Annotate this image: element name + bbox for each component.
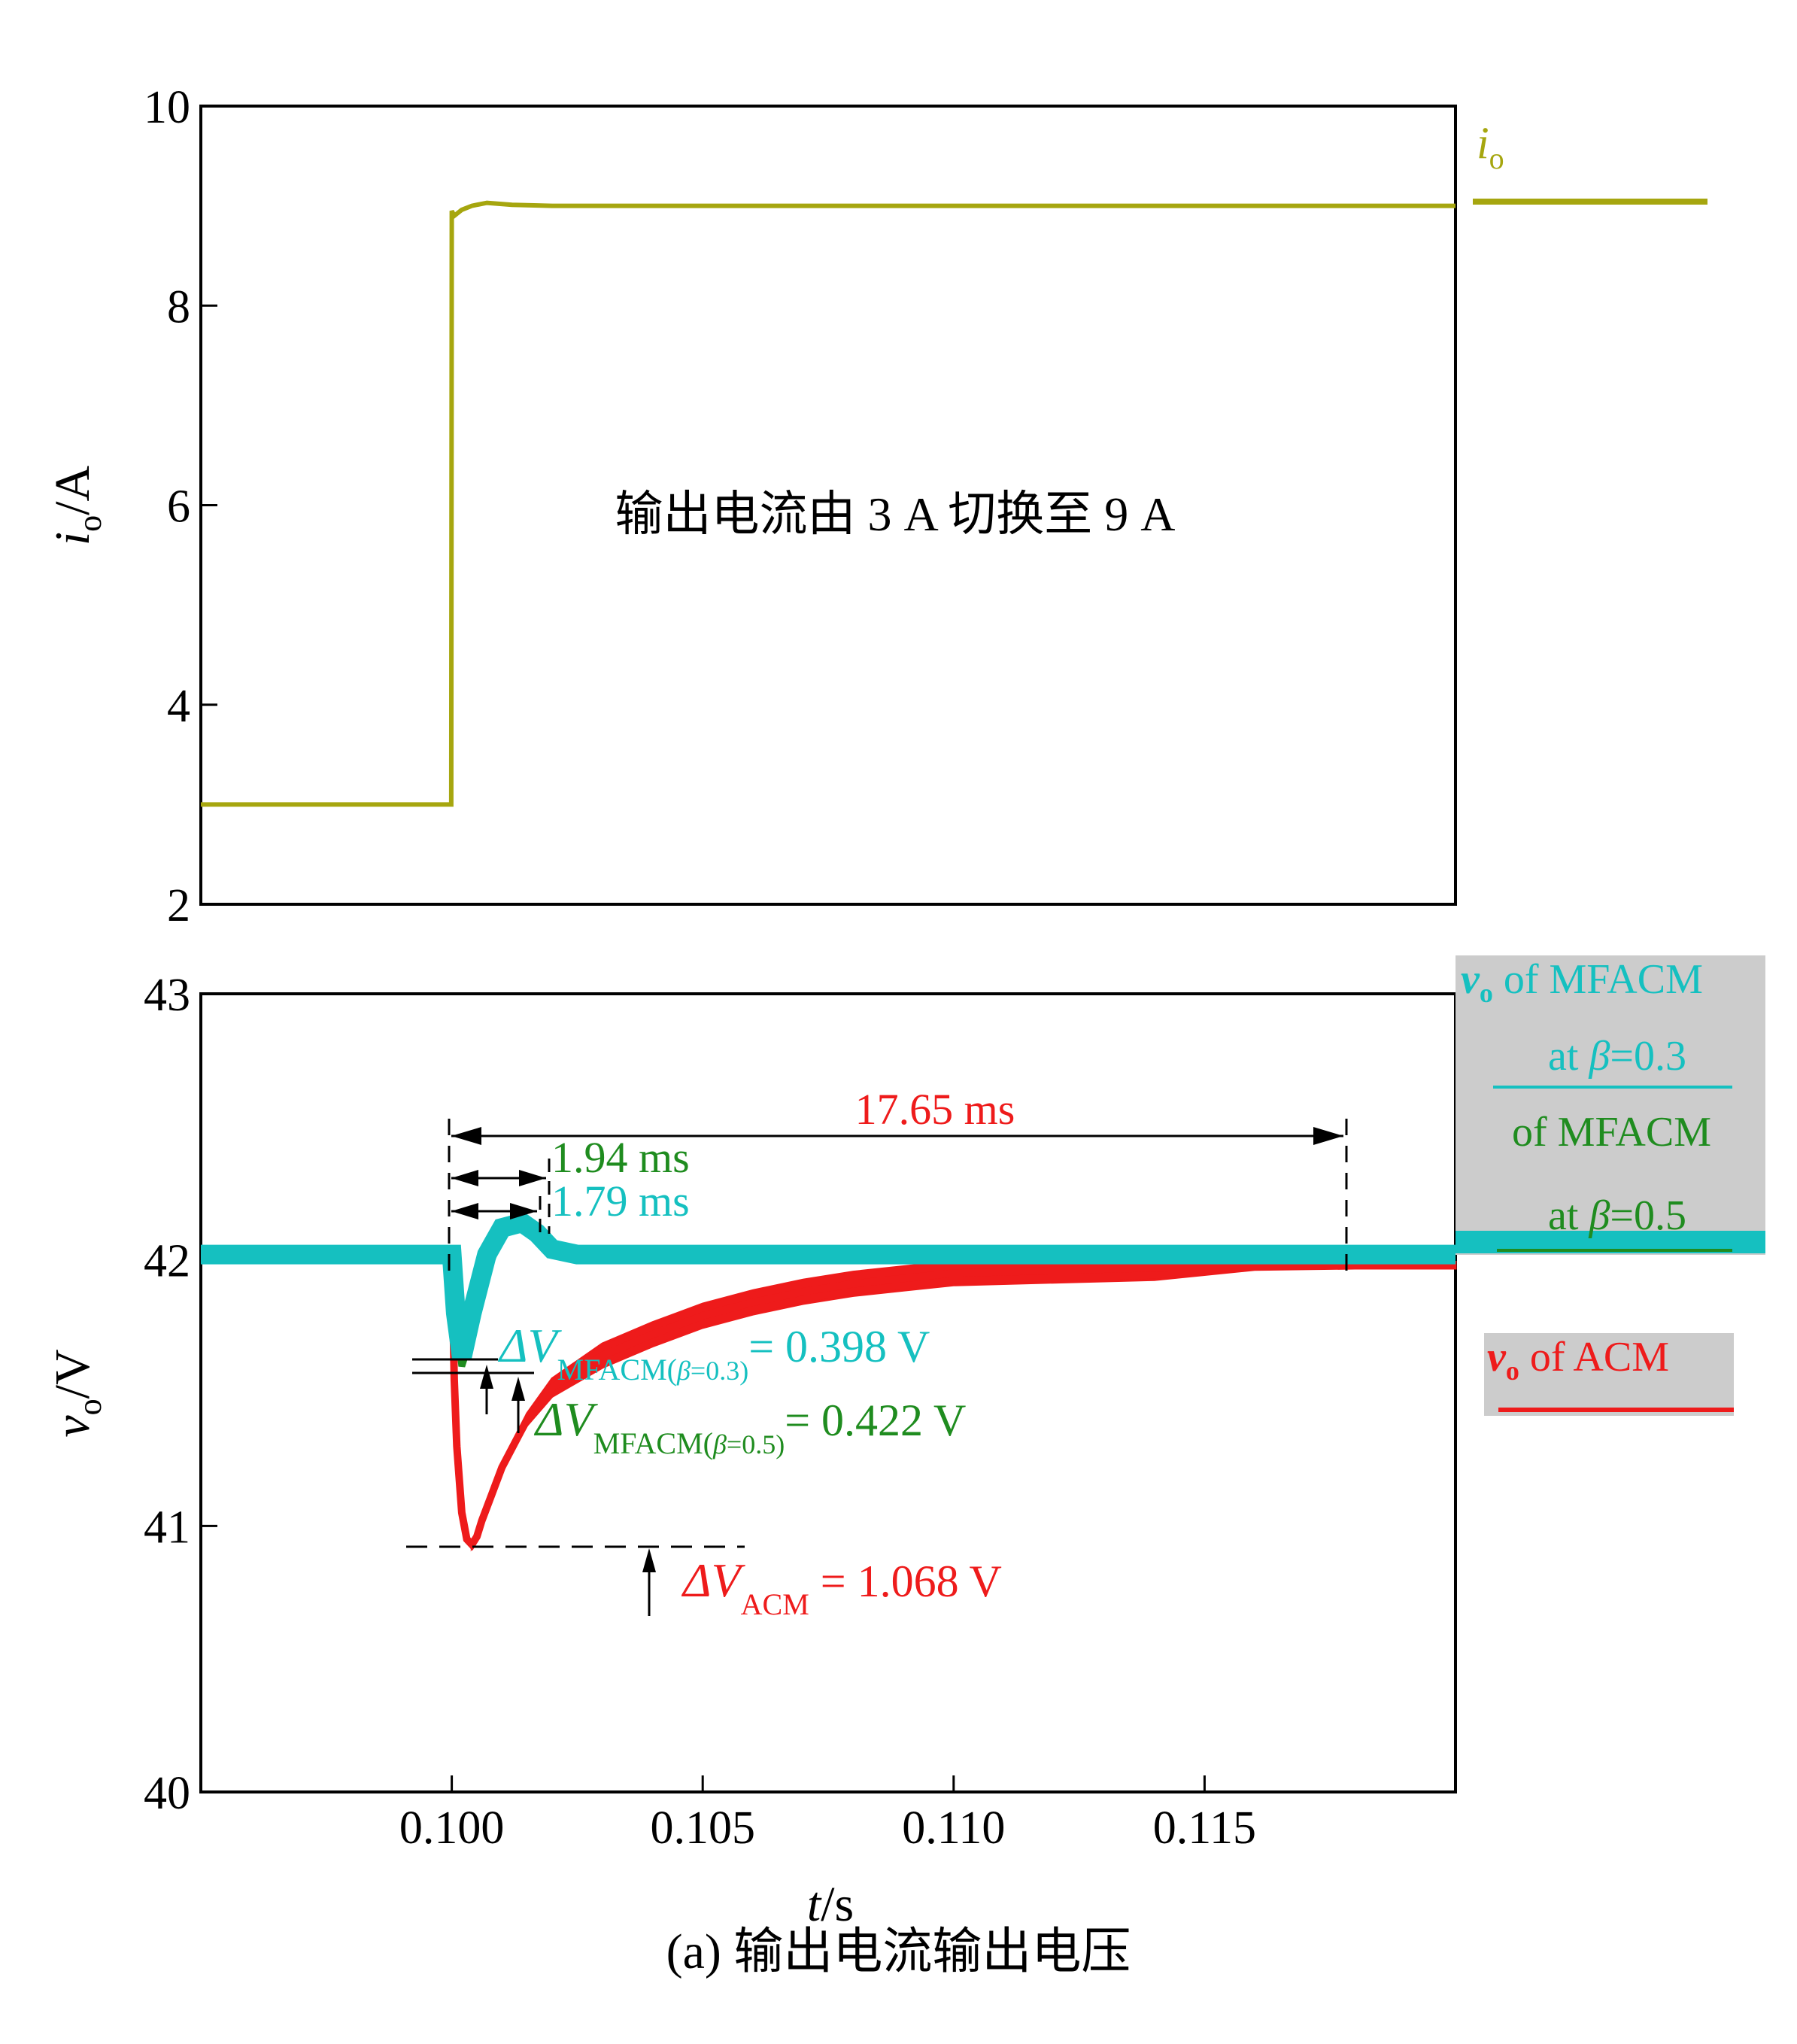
arrowhead-acm-right <box>1313 1127 1343 1145</box>
settling-time-arrowheads <box>451 1127 1343 1219</box>
legend-mfacm03-label: vo of MFACM <box>1461 956 1703 1008</box>
vo-x-tick-label: 0.115 <box>1153 1803 1256 1854</box>
io-legend-label: io <box>1477 118 1504 175</box>
legend-box-mfacm <box>1456 955 1765 1255</box>
vo-y-tick-label: 42 <box>144 1236 190 1287</box>
mfacm03-series-line <box>201 1212 1456 1361</box>
vo-y-tick-label: 40 <box>144 1768 190 1819</box>
vo-x-tick-label: 0.110 <box>902 1803 1005 1854</box>
acm-series-line <box>448 1254 1456 1551</box>
arrowhead-mf03-left <box>451 1203 478 1219</box>
vo-y-tick-label: 43 <box>144 970 190 1021</box>
dv-mf03-arrowhead <box>480 1365 493 1389</box>
io-y-tick-label: 8 <box>167 281 190 333</box>
io-y-tick-label: 4 <box>167 681 190 732</box>
io-series-line <box>201 200 1456 807</box>
io-y-tick-label: 2 <box>167 880 190 931</box>
acm-settling-time-label: 17.65 ms <box>855 1085 1015 1134</box>
io-y-ticks: 2 4 6 8 10 <box>144 82 217 931</box>
dv-mf05-arrowhead <box>511 1377 525 1401</box>
legend-mfacm05-label: of MFACM <box>1512 1109 1711 1156</box>
arrowhead-mf03-right <box>510 1203 537 1219</box>
dv-mf05-label: ΔVMFACM(β=0.5)= 0.422 V <box>533 1393 966 1460</box>
vo-plot-frame <box>199 992 1457 1793</box>
legend-mfacm03-beta: at β=0.3 <box>1548 1033 1686 1080</box>
vo-x-axis-label: t/s <box>807 1877 854 1932</box>
io-legend: io <box>1473 118 1707 205</box>
io-y-tick-label: 10 <box>144 82 190 133</box>
legend-mfacm05-beta: at β=0.5 <box>1548 1192 1686 1239</box>
vo-chart: 40 41 42 43 0.100 0.105 0.110 0.115 vo/V t/s 1… <box>45 955 1765 1932</box>
vo-y-axis-label: vo/V <box>45 1349 108 1437</box>
io-chart: 2 4 6 8 10 io/A 输出电流由 3 A 切换至 9 A io <box>45 82 1707 931</box>
dv-acm-arrowhead <box>642 1548 656 1572</box>
deltav-arrowheads <box>480 1365 656 1572</box>
io-y-tick-label: 6 <box>167 481 190 533</box>
arrowhead-mf05-left <box>451 1170 478 1186</box>
io-y-axis-label: io/A <box>45 465 108 545</box>
legend-acm-label: vo of ACM <box>1487 1334 1669 1386</box>
vo-x-tick-label: 0.105 <box>650 1803 755 1854</box>
figure-caption: (a) 输出电流输出电压 <box>666 1924 1131 1979</box>
vo-x-ticks: 0.100 0.105 0.110 0.115 <box>399 1775 1256 1854</box>
mf03-settling-time-label: 1.79 ms <box>551 1177 690 1225</box>
vo-legend: vo of MFACM at β=0.3 of MFACM at β=0.5 v… <box>1456 955 1765 1416</box>
vo-y-tick-label: 41 <box>144 1502 190 1553</box>
arrowhead-mf05-right <box>519 1170 546 1186</box>
mf05-settling-time-label: 1.94 ms <box>551 1133 690 1182</box>
vo-y-ticks: 40 41 42 43 <box>144 970 217 1819</box>
io-annotation: 输出电流由 3 A 切换至 9 A <box>615 487 1176 541</box>
vo-x-tick-label: 0.100 <box>399 1803 505 1854</box>
dv-acm-label: ΔVACM = 1.068 V <box>681 1554 1002 1621</box>
arrowhead-acm-left <box>451 1127 481 1145</box>
dv-mf03-label: ΔVMFACM(β=0.3)= 0.398 V <box>497 1319 930 1386</box>
legend-box-acm <box>1484 1333 1734 1416</box>
